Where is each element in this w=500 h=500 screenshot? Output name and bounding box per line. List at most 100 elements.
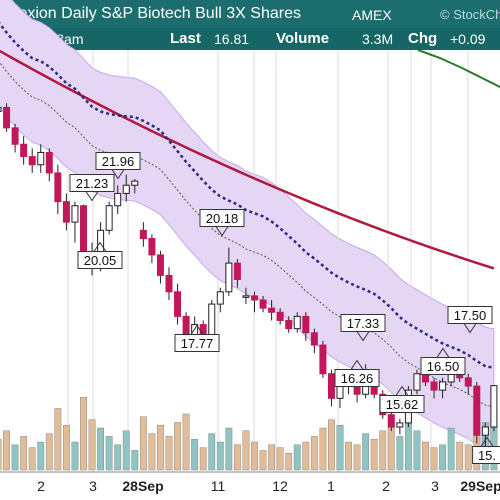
change-value: +0.09	[450, 31, 486, 47]
annotation-pointer	[436, 347, 450, 358]
volume-bar	[439, 444, 446, 471]
volume-bar	[336, 425, 344, 471]
x-axis-bg	[0, 472, 500, 500]
last-label: Last	[170, 30, 201, 47]
candle	[276, 308, 284, 325]
exchange-label: AMEX	[352, 7, 392, 23]
header-title-bar: Direxion Daily S&P Biotech Bull 3X Share…	[0, 0, 500, 28]
candle-body	[439, 381, 447, 391]
volume-bar	[45, 433, 53, 471]
volume-bar	[174, 422, 181, 471]
annotation-20-18: 20.18	[199, 209, 245, 237]
candle-body	[139, 229, 147, 240]
candle	[80, 204, 87, 259]
candle-body	[45, 151, 53, 174]
candle	[156, 250, 164, 284]
candle	[413, 369, 421, 395]
candle	[165, 267, 173, 300]
volume-value: 3.3M	[362, 31, 394, 47]
volume-bar	[370, 439, 378, 471]
volume-bars	[0, 397, 498, 471]
ma-long-line	[0, 49, 495, 270]
volume-bar	[80, 397, 87, 471]
annotation-label: 21.23	[76, 176, 109, 191]
annotation-box	[334, 369, 380, 387]
annotation-20-05: 20.05	[77, 241, 123, 269]
annotation-label: 15.62	[386, 397, 419, 412]
x-tick-label: 29Sep	[460, 478, 500, 494]
candle-body	[148, 238, 156, 256]
volume-bar	[387, 425, 395, 471]
candle-body	[216, 291, 224, 305]
chart-title: Direxion Daily S&P Biotech Bull 3X Share…	[0, 5, 301, 22]
candle	[71, 201, 79, 243]
candle-body	[174, 291, 182, 317]
volume-bar	[396, 436, 404, 471]
annotation-pointer	[480, 436, 494, 447]
annotation-label: 17.50	[454, 308, 487, 323]
volume-bar	[285, 453, 293, 471]
candle	[114, 185, 122, 214]
candle-body	[302, 315, 310, 334]
candle-body	[242, 295, 250, 298]
candle	[259, 295, 267, 313]
annotation-16-50: 16.50	[420, 347, 466, 375]
volume-bar	[157, 425, 164, 471]
volume-bar	[464, 444, 472, 471]
candle	[251, 291, 258, 313]
candle	[233, 259, 241, 288]
annotation-box	[95, 152, 141, 170]
annotation-box	[472, 446, 500, 464]
candle	[0, 106, 2, 112]
volume-bar	[191, 439, 199, 471]
annotation-15-62: 15.62	[379, 385, 425, 413]
annotation-17-33: 17.33	[340, 314, 386, 342]
annotation-pointer	[111, 169, 125, 180]
annotation-box	[340, 314, 386, 332]
annotation-box	[77, 251, 123, 269]
annotation-label: 17.33	[347, 316, 380, 331]
volume-bar	[3, 430, 10, 471]
candle-body	[208, 303, 216, 338]
candle-body	[54, 172, 62, 203]
candle	[302, 312, 310, 341]
volume-bar	[456, 441, 464, 471]
volume-label: Volume	[276, 30, 330, 47]
volume-bar	[88, 419, 96, 471]
candle	[481, 422, 489, 448]
candle-body	[131, 180, 139, 186]
ma-mid-line	[0, 21, 495, 370]
candle-body	[11, 127, 19, 145]
candle	[148, 234, 156, 264]
candle-body	[387, 414, 395, 428]
volume-bar	[11, 444, 19, 471]
candle	[20, 136, 28, 165]
volume-bar	[199, 447, 207, 471]
volume-bar	[233, 444, 241, 471]
candle	[174, 283, 182, 325]
candle	[225, 247, 233, 296]
volume-bar	[63, 425, 70, 471]
annotation-label: 15.	[478, 448, 496, 463]
candle-body	[276, 311, 284, 321]
candle	[45, 148, 53, 182]
annotation-label: 20.18	[206, 211, 239, 226]
candle-body	[327, 373, 335, 399]
volume-bar	[54, 408, 62, 471]
annotation-box	[447, 306, 493, 324]
candle	[122, 174, 130, 202]
change-label: Chg	[408, 30, 438, 47]
volume-bar	[131, 450, 139, 471]
volume-bar	[430, 447, 438, 471]
annotation-pointer	[356, 331, 370, 342]
candle-body	[71, 205, 79, 223]
candle	[62, 193, 70, 231]
candle	[28, 148, 36, 173]
candle-body	[105, 205, 113, 231]
candle	[327, 369, 335, 407]
volume-bar	[293, 444, 301, 471]
volume-bar	[413, 430, 421, 471]
annotation-pointer	[93, 241, 107, 252]
annotation-label: 17.77	[181, 336, 214, 351]
